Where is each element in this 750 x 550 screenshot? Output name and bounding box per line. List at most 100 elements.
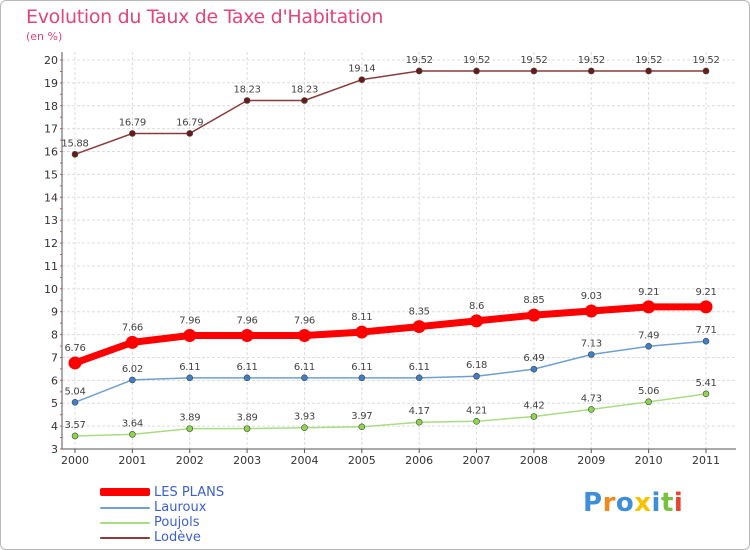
data-label: 4.42 bbox=[523, 401, 544, 412]
x-tick-label: 2002 bbox=[176, 454, 204, 467]
data-point bbox=[645, 342, 652, 350]
data-point bbox=[301, 374, 308, 382]
legend-item-poujols[interactable]: Poujols bbox=[100, 515, 300, 530]
y-tick-label: 20 bbox=[44, 54, 58, 67]
data-label: 15.88 bbox=[61, 138, 88, 149]
data-point bbox=[645, 398, 652, 406]
chart-unit-label: (en %) bbox=[26, 30, 63, 43]
series-line-lauroux bbox=[74, 340, 707, 404]
data-label: 7.96 bbox=[179, 316, 200, 327]
data-label: 8.85 bbox=[523, 295, 544, 306]
data-label: 3.97 bbox=[351, 411, 372, 422]
data-label: 6.11 bbox=[351, 362, 372, 373]
data-label: 3.89 bbox=[179, 413, 200, 424]
data-point bbox=[412, 320, 426, 334]
data-label: 19.52 bbox=[406, 55, 433, 66]
y-tick-label: 8 bbox=[51, 329, 58, 342]
logo-letter: P bbox=[583, 488, 603, 518]
data-label: 6.11 bbox=[179, 362, 200, 373]
data-point bbox=[186, 374, 194, 382]
data-point bbox=[129, 431, 136, 438]
data-point bbox=[699, 300, 713, 314]
data-label: 16.79 bbox=[176, 117, 203, 128]
data-label: 5.41 bbox=[695, 378, 716, 389]
data-point bbox=[129, 130, 136, 137]
data-point bbox=[186, 130, 194, 137]
data-point bbox=[527, 308, 541, 322]
data-label: 6.11 bbox=[294, 362, 315, 373]
data-label: 3.57 bbox=[64, 420, 85, 431]
series-line-lod-ve bbox=[74, 70, 706, 155]
data-point bbox=[473, 418, 480, 425]
data-label: 6.18 bbox=[466, 360, 487, 371]
legend-swatch-lauroux bbox=[100, 507, 150, 509]
data-point bbox=[355, 325, 369, 339]
logo-letter: r bbox=[602, 488, 616, 518]
data-label: 19.52 bbox=[520, 55, 547, 66]
y-tick-label: 10 bbox=[44, 283, 58, 296]
data-point bbox=[240, 329, 254, 343]
data-label: 3.93 bbox=[294, 412, 315, 423]
data-label: 9.21 bbox=[695, 287, 716, 298]
y-tick-label: 14 bbox=[44, 191, 58, 204]
chart-title: Evolution du Taux de Taxe d'Habitation bbox=[26, 6, 384, 28]
legend-item-lauroux[interactable]: Lauroux bbox=[100, 500, 300, 515]
x-tick-label: 2010 bbox=[635, 454, 663, 467]
legend-label-les-plans: LES PLANS bbox=[154, 485, 225, 500]
data-label: 6.76 bbox=[64, 343, 85, 354]
data-point bbox=[358, 423, 366, 431]
data-label: 5.06 bbox=[638, 386, 659, 397]
legend-item-les-plans[interactable]: LES PLANS bbox=[100, 485, 300, 500]
data-point bbox=[530, 67, 538, 75]
data-point bbox=[183, 329, 197, 343]
y-tick-label: 15 bbox=[44, 168, 58, 181]
logo-letter: i bbox=[673, 488, 684, 518]
y-tick-label: 12 bbox=[44, 237, 58, 250]
data-point bbox=[301, 424, 308, 432]
data-label: 4.17 bbox=[409, 406, 430, 417]
x-tick-label: 2000 bbox=[61, 454, 89, 467]
data-label: 18.23 bbox=[291, 85, 318, 96]
legend-item-lodeve[interactable]: Lodève bbox=[100, 530, 300, 545]
logo-letter: t bbox=[660, 488, 674, 518]
data-label: 19.52 bbox=[578, 55, 605, 66]
plot-area bbox=[62, 52, 736, 449]
legend-swatch-les-plans bbox=[100, 488, 150, 496]
x-tick-label: 2004 bbox=[290, 454, 318, 467]
legend-swatch-poujols bbox=[100, 522, 150, 524]
y-tick-label: 4 bbox=[51, 420, 58, 433]
data-label: 4.21 bbox=[466, 405, 487, 416]
logo-letter: o bbox=[615, 488, 635, 518]
y-tick-label: 17 bbox=[44, 123, 58, 136]
data-point bbox=[645, 67, 652, 75]
data-point bbox=[530, 365, 538, 373]
data-point bbox=[415, 374, 423, 382]
x-tick-label: 2009 bbox=[577, 454, 605, 467]
x-tick-label: 2006 bbox=[405, 454, 433, 467]
data-point bbox=[587, 67, 595, 75]
data-label: 7.71 bbox=[695, 325, 716, 336]
data-label: 19.52 bbox=[635, 55, 662, 66]
y-tick-label: 16 bbox=[44, 146, 58, 159]
data-point bbox=[243, 425, 251, 432]
y-tick-label: 13 bbox=[44, 214, 58, 227]
logo-letter: x bbox=[634, 488, 652, 518]
data-point bbox=[71, 399, 79, 406]
data-label: 8.35 bbox=[409, 307, 430, 318]
logo-letter: i bbox=[651, 488, 661, 518]
data-label: 3.89 bbox=[237, 413, 258, 424]
data-point bbox=[587, 406, 595, 413]
data-point bbox=[68, 356, 82, 370]
data-label: 6.11 bbox=[409, 362, 430, 373]
data-point bbox=[125, 335, 139, 349]
data-label: 3.64 bbox=[122, 418, 143, 429]
data-point bbox=[71, 150, 79, 158]
data-label: 7.13 bbox=[581, 338, 602, 349]
data-point bbox=[470, 314, 484, 328]
data-label: 16.79 bbox=[119, 117, 146, 128]
y-tick-label: 6 bbox=[51, 374, 58, 387]
data-point bbox=[358, 76, 366, 83]
data-label: 7.96 bbox=[294, 316, 315, 327]
data-label: 9.21 bbox=[638, 287, 659, 298]
